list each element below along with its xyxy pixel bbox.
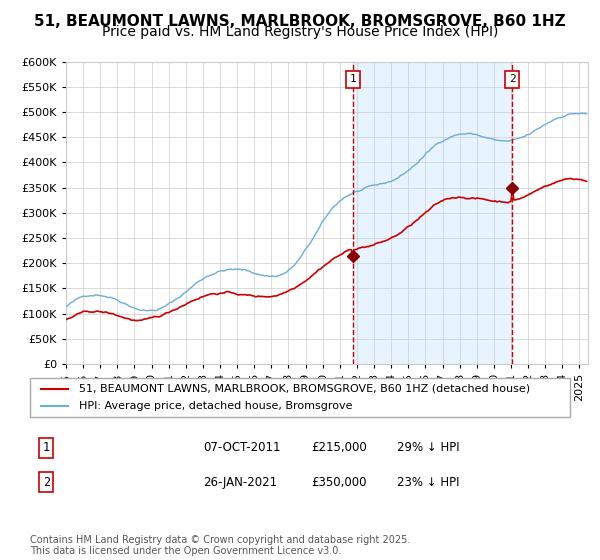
Text: 2: 2	[509, 74, 515, 84]
Text: Price paid vs. HM Land Registry's House Price Index (HPI): Price paid vs. HM Land Registry's House …	[102, 25, 498, 39]
Text: 1: 1	[43, 441, 50, 454]
Text: 2: 2	[43, 475, 50, 488]
FancyBboxPatch shape	[30, 378, 570, 417]
Text: 26-JAN-2021: 26-JAN-2021	[203, 475, 277, 488]
Text: Contains HM Land Registry data © Crown copyright and database right 2025.
This d: Contains HM Land Registry data © Crown c…	[30, 535, 410, 557]
Text: HPI: Average price, detached house, Bromsgrove: HPI: Average price, detached house, Brom…	[79, 401, 352, 411]
Text: 23% ↓ HPI: 23% ↓ HPI	[397, 475, 460, 488]
Text: £350,000: £350,000	[311, 475, 366, 488]
Text: 1: 1	[350, 74, 356, 84]
Text: 51, BEAUMONT LAWNS, MARLBROOK, BROMSGROVE, B60 1HZ (detached house): 51, BEAUMONT LAWNS, MARLBROOK, BROMSGROV…	[79, 384, 530, 394]
Bar	[353, 62, 512, 364]
Text: 07-OCT-2011: 07-OCT-2011	[203, 441, 280, 454]
Text: £215,000: £215,000	[311, 441, 367, 454]
Text: 51, BEAUMONT LAWNS, MARLBROOK, BROMSGROVE, B60 1HZ: 51, BEAUMONT LAWNS, MARLBROOK, BROMSGROV…	[34, 14, 566, 29]
Text: 29% ↓ HPI: 29% ↓ HPI	[397, 441, 460, 454]
